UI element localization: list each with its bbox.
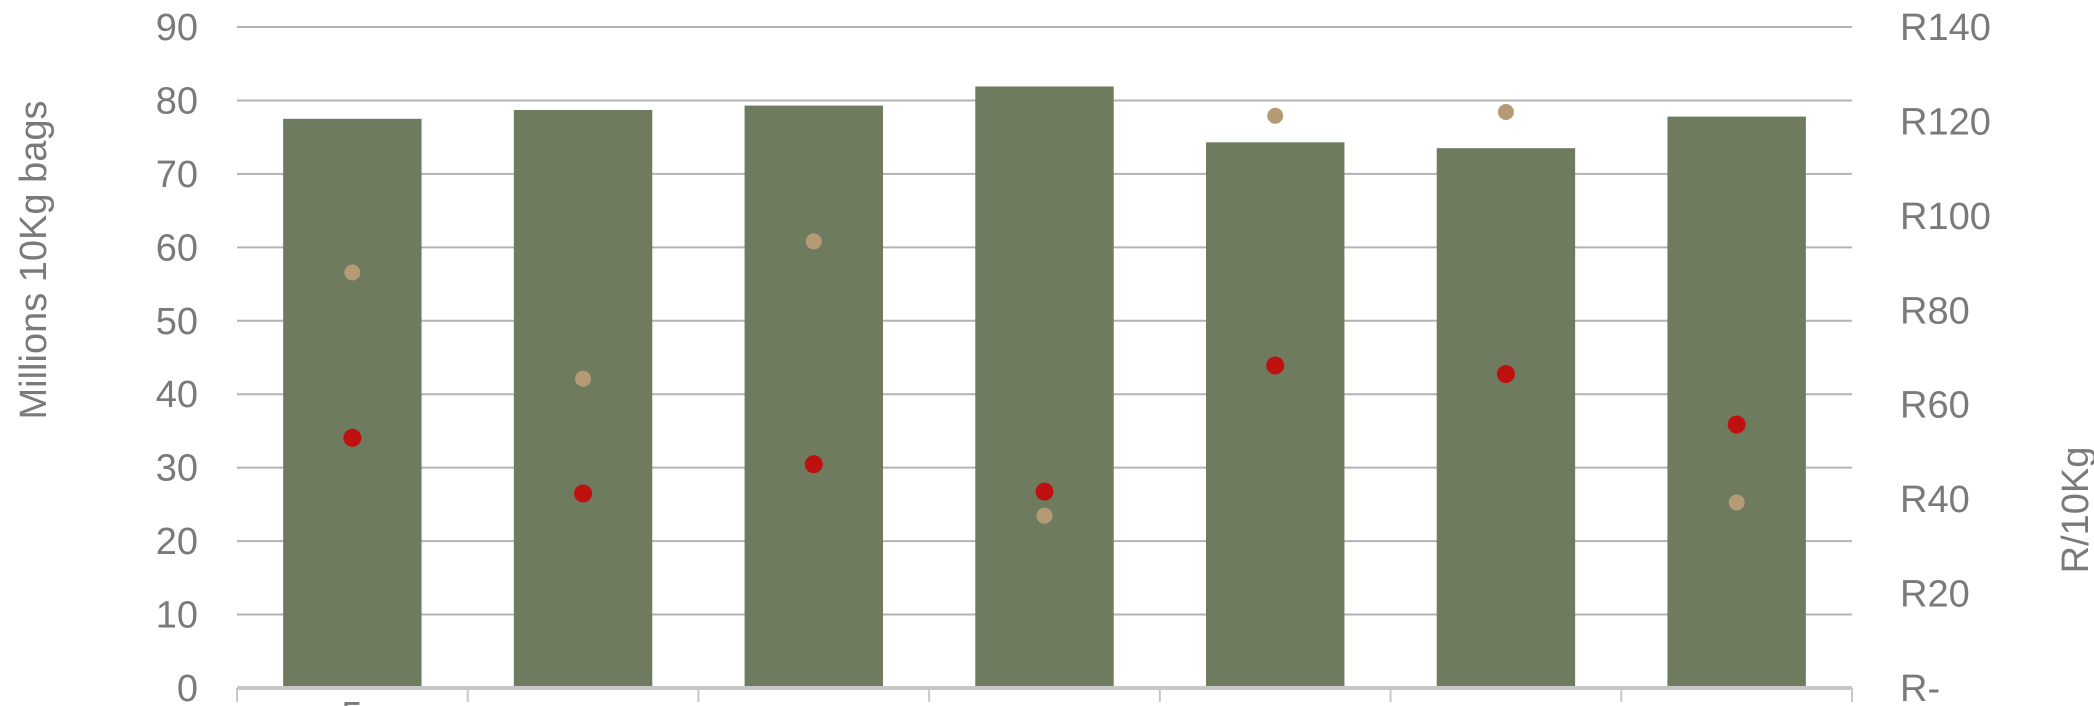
scatter-point [1266, 356, 1285, 375]
bar [513, 109, 653, 688]
bars [283, 86, 1806, 689]
y2-tick-label: R120 [1900, 101, 1991, 143]
scatter-points [343, 103, 1746, 524]
scatter-point [1036, 507, 1053, 524]
y-axis-ticks: 0 10 20 30 40 50 60 70 80 90 [156, 7, 198, 706]
y-tick-label: 10 [156, 595, 198, 637]
y-tick-label: 50 [156, 301, 198, 343]
y-tick-label: 30 [156, 448, 198, 490]
y-tick-label: 70 [156, 154, 198, 196]
y-tick-label: 80 [156, 80, 198, 122]
y2-tick-label: R80 [1900, 290, 1970, 332]
x-tick-label-partial: 5 [341, 695, 362, 706]
y2-tick-label: R20 [1900, 574, 1970, 616]
y-tick-label: 60 [156, 227, 198, 269]
y-tick-label: 90 [156, 7, 198, 49]
axes [236, 686, 1853, 702]
scatter-point [344, 264, 361, 281]
scatter-point [1727, 415, 1746, 434]
y2-tick-label: R- [1900, 668, 1940, 706]
scatter-point [1728, 494, 1745, 511]
scatter-point [1035, 482, 1054, 501]
scatter-point [343, 428, 362, 447]
scatter-point [1267, 107, 1284, 124]
y2-tick-label: R100 [1900, 196, 1991, 238]
scatter-point [574, 484, 593, 503]
y2-tick-label: R40 [1900, 479, 1970, 521]
bar [1436, 148, 1576, 688]
bar [975, 86, 1114, 689]
bar [744, 105, 883, 688]
scatter-point [805, 233, 822, 250]
scatter-point [575, 370, 592, 387]
y2-axis-title: R/10Kg [2055, 447, 2094, 574]
bar [283, 118, 422, 689]
y2-axis-ticks: R- R20 R40 R60 R80 R100 R120 R140 [1900, 7, 1991, 706]
y2-tick-label: R140 [1900, 7, 1991, 49]
y-axis-title: Millions 10Kg bags [13, 101, 55, 420]
scatter-point [804, 455, 823, 474]
y-tick-label: 0 [177, 668, 198, 706]
y2-tick-label: R60 [1900, 385, 1970, 427]
bar [1667, 116, 1806, 688]
bar [1206, 142, 1345, 688]
scatter-point [1496, 365, 1515, 384]
y-tick-label: 20 [156, 521, 198, 563]
scatter-point [1497, 103, 1514, 120]
y-tick-label: 40 [156, 374, 198, 416]
